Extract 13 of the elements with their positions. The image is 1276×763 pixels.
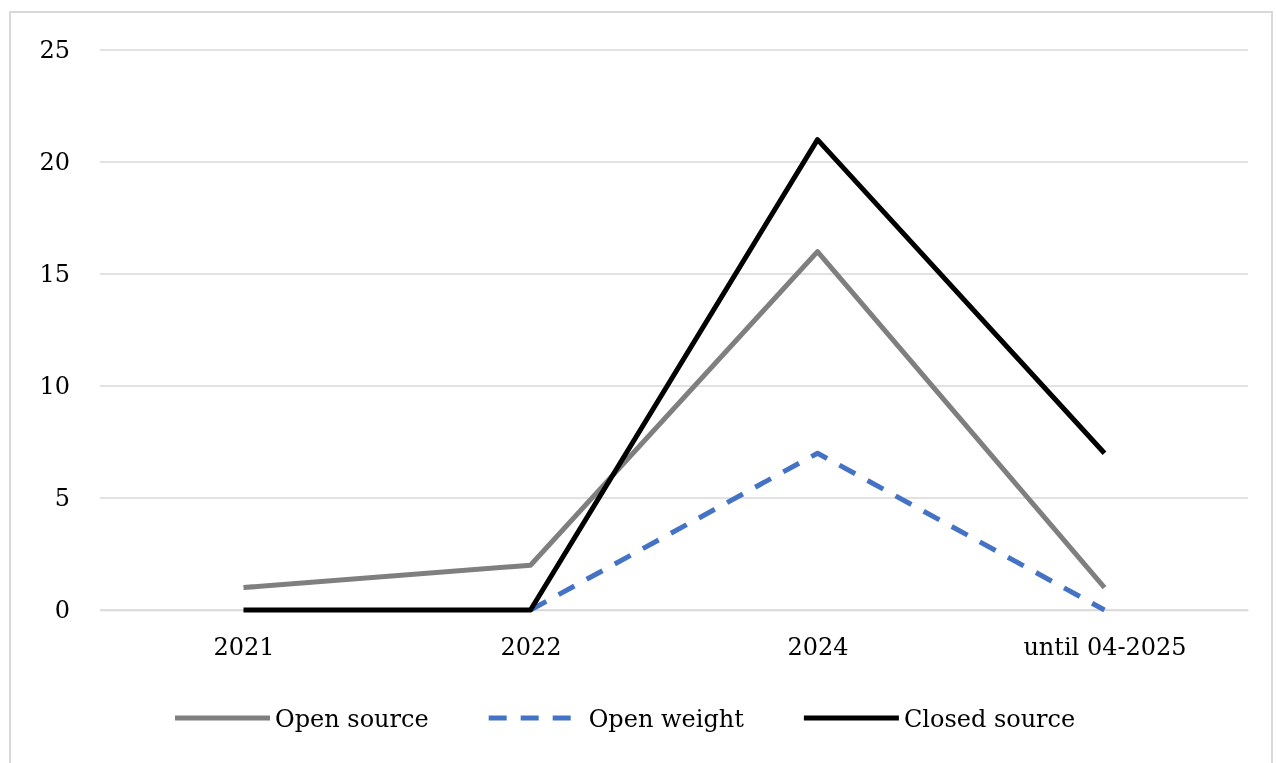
y-tick-label: 20 bbox=[39, 148, 70, 177]
x-tick-label: until 04-2025 bbox=[1023, 633, 1187, 662]
legend-label: Open weight bbox=[588, 705, 745, 733]
y-tick-label: 15 bbox=[39, 260, 70, 289]
legend-label: Closed source bbox=[903, 705, 1076, 733]
x-tick-label: 2022 bbox=[500, 633, 562, 662]
y-tick-label: 25 bbox=[39, 36, 70, 65]
y-tick-label: 10 bbox=[39, 372, 70, 401]
x-tick-label: 2024 bbox=[787, 633, 849, 662]
x-tick-label: 2021 bbox=[213, 633, 275, 662]
y-tick-label: 5 bbox=[54, 484, 70, 513]
y-tick-label: 0 bbox=[54, 596, 70, 625]
legend-label: Open source bbox=[275, 705, 429, 733]
